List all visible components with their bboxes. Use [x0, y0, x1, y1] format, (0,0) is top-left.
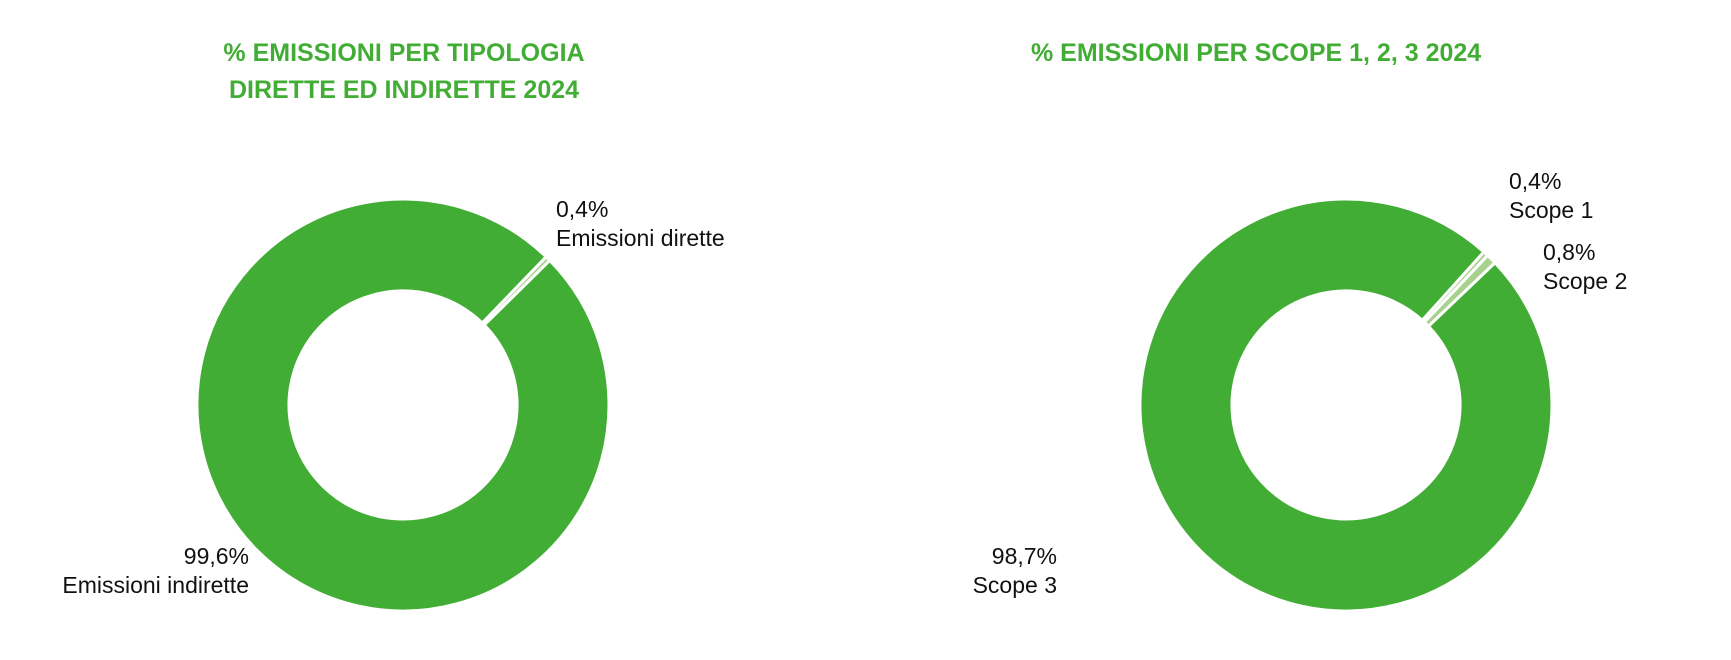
donut-chart [195, 197, 611, 613]
label-category: Scope 2 [1543, 268, 1628, 294]
label-value: 0,4% [1509, 168, 1562, 194]
chart-title-line-2: DIRETTE ED INDIRETTE 2024 [228, 76, 580, 104]
chart-panel-emissions-type: % EMISSIONI PER TIPOLOGIA DIRETTE ED IND… [62, 35, 725, 613]
label-value: 0,4% [556, 196, 609, 222]
chart-panel-emissions-scope: % EMISSIONI PER SCOPE 1, 2, 3 2024 0,4% … [866, 0, 1731, 660]
label-category: Scope 3 [972, 572, 1057, 598]
chart-title: % EMISSIONI PER SCOPE 1, 2, 3 2024 [1031, 39, 1482, 67]
label-scope-2: 0,8% Scope 2 [1543, 238, 1627, 296]
donut-chart [1138, 197, 1554, 613]
label-scope-1: 0,4% Scope 1 [1509, 167, 1593, 225]
label-value: 98,7% [991, 543, 1057, 569]
label-category: Emissioni indirette [62, 572, 249, 598]
label-scope-3: 98,7% Scope 3 [973, 542, 1057, 600]
label-value: 0,8% [1543, 239, 1596, 265]
chart-title: % EMISSIONI PER TIPOLOGIA DIRETTE ED IND… [194, 35, 614, 109]
label-value: 99,6% [183, 543, 249, 569]
label-category: Emissioni dirette [556, 225, 725, 251]
donut-slice-scope-3 [1138, 197, 1554, 613]
label-emissioni-dirette: 0,4% Emissioni dirette [556, 195, 725, 253]
donut-slice-emissioni-indirette [195, 197, 611, 613]
label-emissioni-indirette: 99,6% Emissioni indirette [62, 542, 249, 600]
chart-title-line-1: % EMISSIONI PER TIPOLOGIA [223, 39, 585, 67]
label-category: Scope 1 [1509, 197, 1594, 223]
